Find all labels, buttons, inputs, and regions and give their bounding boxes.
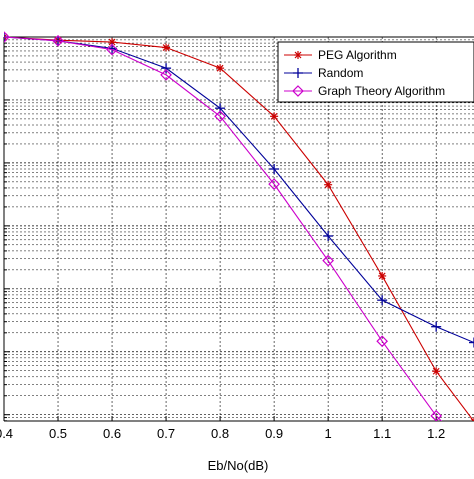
data-point: [430, 409, 443, 421]
data-point: [293, 68, 303, 78]
series-line: [4, 36, 474, 421]
legend: PEG Algorithm Random Graph Theory Algorith…: [277, 41, 474, 103]
series-graph-theory-algorithm: [4, 31, 474, 459]
data-point: [161, 63, 172, 74]
legend-box: [277, 41, 474, 103]
axes-layer: [3, 36, 474, 422]
legend-item: Graph Theory Algorithm: [284, 84, 445, 98]
series-line: [4, 36, 443, 421]
series-peg-algorithm: [4, 33, 474, 421]
legend-label: PEG Algorithm: [318, 48, 397, 62]
data-point: [216, 64, 225, 73]
x-tick-label: 0.4: [0, 426, 13, 441]
data-point: [269, 164, 280, 175]
legend-item: PEG Algorithm: [284, 48, 397, 62]
x-tick-label: 0.8: [211, 426, 229, 441]
data-point: [431, 321, 442, 332]
data-point: [377, 295, 388, 306]
data-point: [469, 449, 474, 459]
data-point: [469, 337, 474, 348]
data-point: [323, 230, 334, 241]
data-point: [106, 43, 118, 56]
data-point: [324, 180, 333, 189]
data-point: [294, 51, 302, 59]
x-tick-label: 1: [325, 426, 332, 441]
data-point: [470, 417, 474, 421]
x-axis-label: Eb/No(dB): [208, 458, 269, 473]
legend-label: Graph Theory Algorithm: [318, 84, 445, 98]
x-tick-label: 1.2: [427, 426, 445, 441]
data-point: [268, 178, 280, 190]
data-point: [160, 69, 172, 81]
data-point: [162, 43, 171, 52]
legend-label: Random: [318, 66, 363, 80]
x-tick-label: 0.7: [157, 426, 175, 441]
tick-labels: 0.4 0.5 0.6 0.7 0.8 0.9 1 1.1 1.2: [0, 426, 445, 441]
data-point: [292, 85, 304, 97]
data-point: [52, 34, 64, 47]
data-point: [432, 367, 441, 376]
x-tick-label: 0.6: [103, 426, 121, 441]
x-tick-label: 0.5: [49, 426, 67, 441]
data-point: [270, 112, 279, 121]
data-point: [322, 254, 334, 267]
x-tick-label: 0.9: [265, 426, 283, 441]
legend-item: Random: [284, 66, 363, 80]
data-point: [378, 271, 387, 280]
series-layer: [4, 31, 474, 459]
data-point: [4, 31, 10, 43]
data-point: [214, 110, 226, 123]
series-line: [4, 36, 474, 344]
data-point: [376, 335, 389, 348]
x-tick-label: 1.1: [373, 426, 391, 441]
